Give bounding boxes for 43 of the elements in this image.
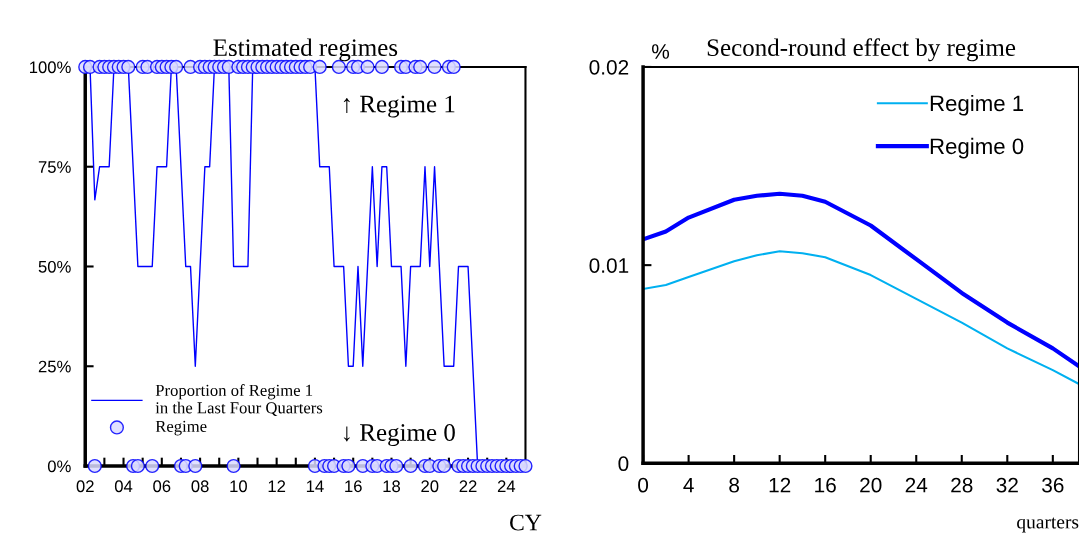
x-tick-label: 10 bbox=[230, 480, 247, 493]
y-tick-label: 50% bbox=[38, 260, 71, 273]
y-tick-label: 25% bbox=[38, 360, 71, 373]
x-tick-label: 28 bbox=[951, 477, 973, 493]
x-tick-label: 04 bbox=[114, 480, 133, 493]
x-tick-label: 16 bbox=[345, 480, 362, 493]
chart-title: Estimated regimes bbox=[213, 38, 398, 62]
x-axis-title: CY bbox=[510, 514, 542, 531]
y-tick-label: 75% bbox=[38, 161, 71, 173]
annotation: ↑ Regime 1 bbox=[343, 95, 455, 118]
chart-title: Second-round effect by regime bbox=[707, 38, 1016, 62]
line-series bbox=[643, 250, 1079, 386]
x-tick-label: 12 bbox=[268, 480, 286, 492]
x-tick-label: 36 bbox=[1042, 477, 1064, 493]
x-axis-title: quarters bbox=[1017, 517, 1079, 533]
x-tick-label: 22 bbox=[459, 480, 477, 492]
legend-label: Regime 1 bbox=[930, 94, 1024, 116]
legend-label: Proportion of Regime 1 in the Last Four Quarters bbox=[155, 384, 323, 416]
x-tick-label: 02 bbox=[76, 480, 94, 493]
y-tick-label: 100% bbox=[30, 61, 71, 74]
x-tick-label: 20 bbox=[860, 477, 882, 493]
y-axis-title: % bbox=[652, 44, 670, 59]
annotation: ↓ Regime 0 bbox=[343, 424, 455, 447]
x-tick-label: 14 bbox=[306, 480, 324, 492]
x-tick-label: 18 bbox=[383, 480, 401, 493]
y-tick-label: 0% bbox=[47, 460, 71, 473]
y-tick-label: 0.02 bbox=[589, 59, 629, 75]
x-tick-label: 4 bbox=[683, 477, 694, 493]
line-series bbox=[643, 191, 1079, 369]
y-tick-label: 0 bbox=[618, 456, 629, 472]
x-tick-label: 0 bbox=[638, 477, 649, 493]
x-tick-label: 06 bbox=[153, 480, 171, 493]
x-tick-label: 32 bbox=[996, 477, 1018, 493]
y-tick-label: 0.01 bbox=[589, 258, 629, 273]
x-tick-label: 8 bbox=[729, 477, 740, 493]
x-tick-label: 20 bbox=[421, 480, 439, 493]
x-tick-label: 12 bbox=[769, 477, 791, 493]
x-tick-label: 16 bbox=[815, 477, 836, 493]
x-tick-label: 24 bbox=[905, 477, 928, 493]
legend-label: Regime 0 bbox=[930, 137, 1024, 159]
x-tick-label: 08 bbox=[191, 480, 209, 493]
legend-label: Regime bbox=[155, 420, 207, 436]
x-tick-label: 24 bbox=[497, 480, 516, 492]
